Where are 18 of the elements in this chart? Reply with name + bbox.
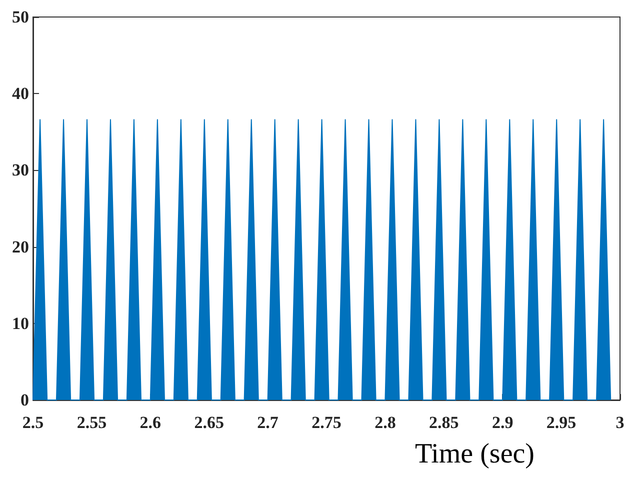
y-tick-label: 40 [12,84,29,104]
x-tick-label: 2.5 [22,413,44,432]
y-tick-label: 10 [12,314,29,333]
x-tick-label: 2.7 [257,413,279,432]
x-tick-label: 2.8 [374,413,396,432]
x-tick-label: 2.95 [546,413,576,432]
x-tick-label: 3 [616,413,624,432]
y-tick-label: 0 [20,390,29,410]
y-tick-label: 50 [12,8,29,26]
x-tick-label: 2.55 [76,413,107,432]
x-tick-label: 2.6 [140,413,162,432]
x-tick-label: 2.65 [194,413,224,432]
y-tick-label: 20 [12,237,29,256]
x-tick-label: 2.85 [429,413,459,432]
y-tick-label: 30 [12,160,29,180]
x-axis-title: Time (sec) [415,438,535,470]
x-tick-label: 2.75 [312,413,342,432]
x-tick-label: 2.9 [492,413,514,432]
